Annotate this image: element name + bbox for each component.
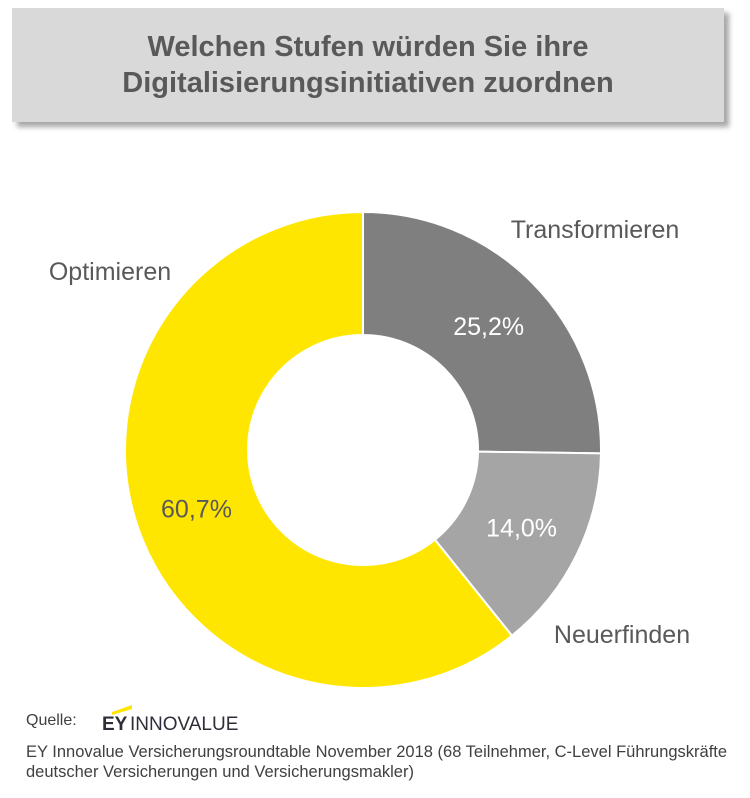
category-label-optimieren: Optimieren xyxy=(49,258,171,286)
slice-transformieren xyxy=(362,210,602,455)
value-label-neuerfinden: 14,0% xyxy=(486,514,557,542)
source-note: EY Innovalue Versicherungsroundtable Nov… xyxy=(26,743,728,781)
slice-neuerfinden xyxy=(433,450,602,638)
logo-innovalue-text: INNOVALUE xyxy=(130,714,238,733)
ey-innovalue-logo: EY INNOVALUE xyxy=(102,705,238,733)
category-label-neuerfinden: Neuerfinden xyxy=(554,621,690,649)
value-label-transformieren: 25,2% xyxy=(453,313,524,341)
donut-chart: 25,2% Transformieren 14,0% Neuerfinden 60,7%… xyxy=(49,210,690,689)
value-label-optimieren: 60,7% xyxy=(161,496,232,524)
source-label: Quelle: xyxy=(26,712,77,729)
chart-title: Welchen Stufen würden Sie ihre Digitalis… xyxy=(122,31,614,99)
slice-optimieren xyxy=(124,210,514,689)
logo-ey-text: EY xyxy=(102,714,128,733)
category-label-transformieren: Transformieren xyxy=(511,216,680,244)
logo-beam-icon xyxy=(112,705,132,715)
title-banner: Welchen Stufen würden Sie ihre Digitalis… xyxy=(12,8,724,122)
